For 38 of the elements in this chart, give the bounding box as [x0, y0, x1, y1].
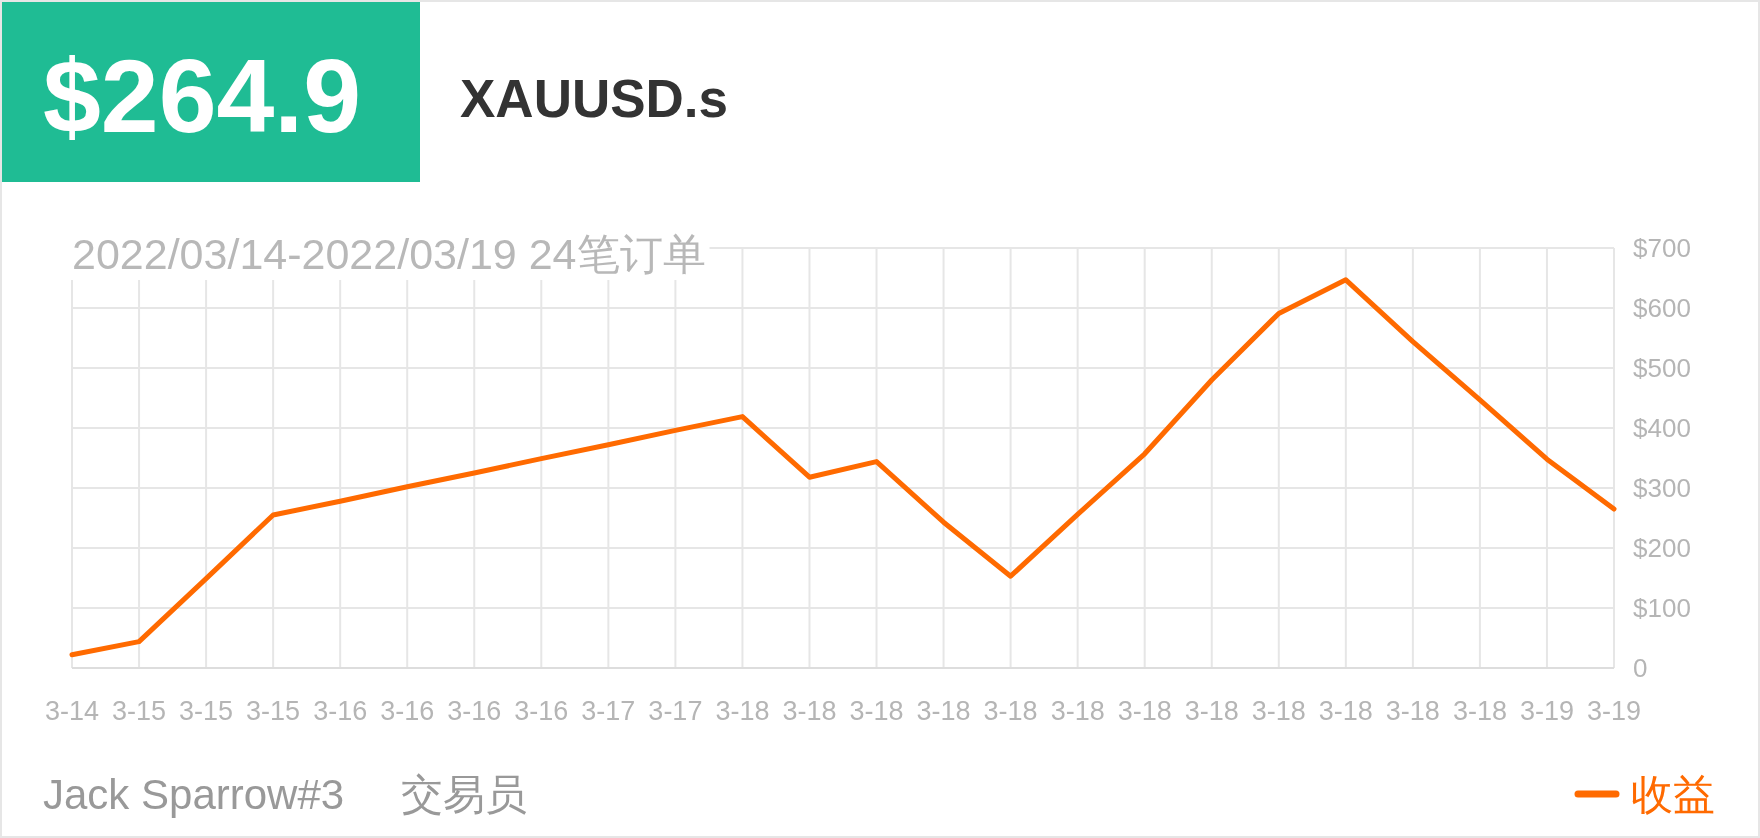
x-tick-label: 3-17 — [648, 696, 703, 726]
legend-label: 收益 — [1631, 771, 1715, 818]
x-tick-label: 3-18 — [1318, 696, 1373, 726]
x-tick-label: 3-15 — [246, 696, 301, 726]
x-tick-label: 3-18 — [849, 696, 904, 726]
y-tick-label: $500 — [1633, 353, 1691, 383]
x-tick-label: 3-16 — [380, 696, 435, 726]
y-tick-label: $700 — [1633, 233, 1691, 263]
x-tick-label: 3-17 — [581, 696, 636, 726]
x-tick-label: 3-16 — [447, 696, 502, 726]
x-tick-label: 3-18 — [983, 696, 1038, 726]
x-tick-label: 3-18 — [782, 696, 837, 726]
x-tick-label: 3-16 — [514, 696, 569, 726]
x-tick-label: 3-14 — [44, 696, 100, 726]
text: $264.9 — [43, 38, 362, 154]
x-tick-label: 3-18 — [1452, 696, 1507, 726]
chart-title: XAUUSD.s — [460, 69, 729, 128]
x-tick-label: 3-18 — [1251, 696, 1306, 726]
y-tick-label: 0 — [1633, 653, 1648, 683]
y-tick-label: $200 — [1633, 533, 1691, 563]
y-tick-label: $600 — [1633, 293, 1691, 323]
text: Jack Sparrow#3 — [43, 771, 345, 818]
x-tick-label: 3-18 — [1050, 696, 1105, 726]
x-tick-label: 3-18 — [916, 696, 971, 726]
x-tick-label: 3-18 — [1184, 696, 1239, 726]
x-tick-label: 3-18 — [715, 696, 770, 726]
text: 交易员 — [401, 771, 528, 818]
x-tick-label: 3-15 — [179, 696, 234, 726]
chart-subtitle: 2022/03/14-2022/03/19 24笔订单 — [72, 230, 706, 278]
y-tick-label: $400 — [1633, 413, 1691, 443]
x-tick-label: 3-19 — [1586, 696, 1642, 726]
y-tick-label: $100 — [1633, 593, 1691, 623]
x-tick-label: 3-15 — [112, 696, 167, 726]
x-tick-label: 3-18 — [1117, 696, 1172, 726]
x-tick-label: 3-19 — [1519, 696, 1574, 726]
x-tick-label: 3-18 — [1385, 696, 1440, 726]
x-tick-label: 3-16 — [313, 696, 368, 726]
y-tick-label: $300 — [1633, 473, 1691, 503]
